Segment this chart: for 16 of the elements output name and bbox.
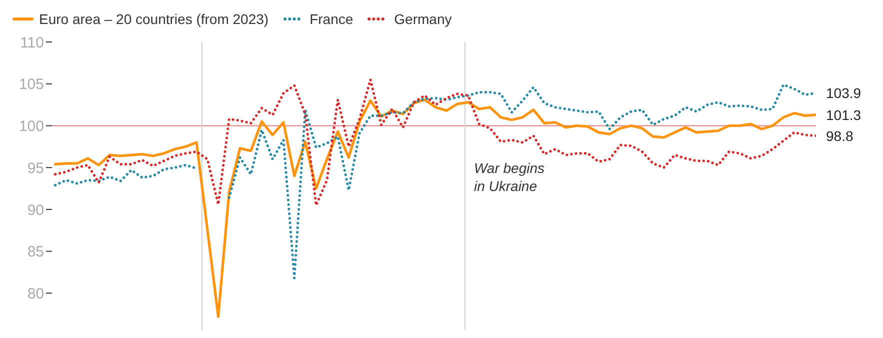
legend-label: France: [310, 11, 354, 27]
annotation: War begins in Ukraine: [474, 160, 545, 194]
y-tick-label: 100: [18, 118, 44, 136]
line-series: [54, 78, 816, 207]
y-tick-label: 90: [27, 202, 44, 219]
legend-label: Germany: [394, 11, 452, 27]
data-label: 103.9: [826, 85, 862, 102]
legend-label: Euro area – 20 countries (from 2023): [39, 11, 269, 27]
y-tick-label: 95: [27, 160, 44, 177]
line-series: [54, 98, 816, 318]
data-label: 101.3: [826, 106, 862, 123]
y-tick-label: 105: [18, 76, 44, 94]
y-tick-label: 110: [20, 34, 44, 52]
y-tick-label: 80: [27, 285, 44, 302]
data-label: 98.8: [826, 128, 854, 144]
y-tick-label: 85: [27, 244, 44, 261]
